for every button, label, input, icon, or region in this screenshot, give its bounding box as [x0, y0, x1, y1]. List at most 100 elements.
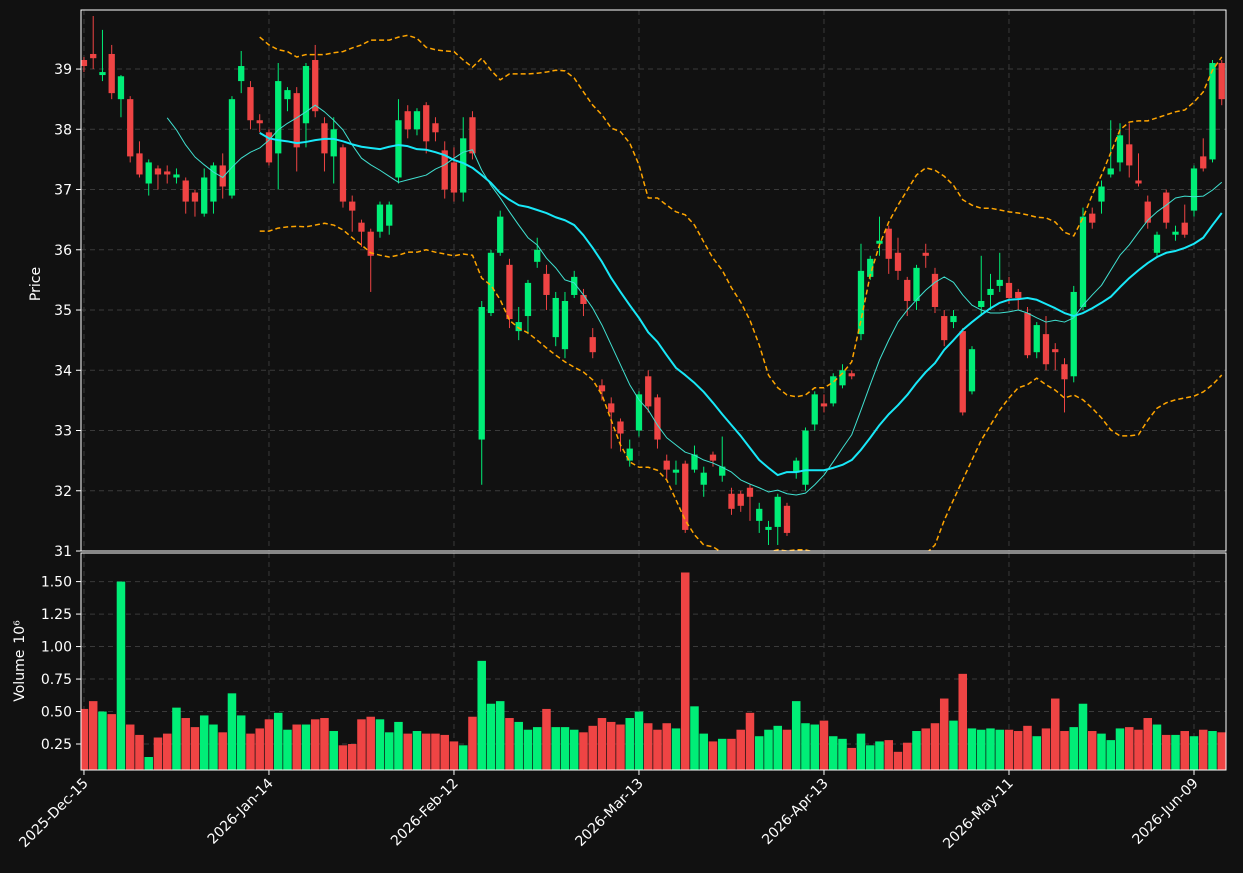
- candle-body: [783, 505, 791, 533]
- candle-body: [1033, 325, 1040, 353]
- volume-bar: [357, 719, 366, 770]
- volume-bar: [838, 738, 847, 770]
- candle-body: [691, 454, 698, 470]
- volume-bar: [431, 733, 440, 770]
- candle-body: [1172, 231, 1179, 235]
- candle-body: [756, 508, 763, 521]
- candle-body: [1024, 313, 1031, 356]
- candle-body: [358, 222, 365, 232]
- candle-body: [367, 231, 374, 256]
- candle-body: [210, 165, 217, 202]
- volume-bar: [1198, 729, 1208, 770]
- volume-bar: [542, 708, 551, 770]
- candle-body: [284, 90, 291, 100]
- volume-bar: [653, 729, 662, 770]
- candle-body: [136, 153, 143, 175]
- candle-body: [968, 349, 976, 392]
- volume-bar: [754, 736, 764, 770]
- candle-body: [1190, 168, 1198, 211]
- volume-bar: [1106, 740, 1115, 770]
- candle-body: [127, 99, 134, 157]
- volume-bar: [921, 728, 930, 770]
- candle-body: [1107, 168, 1114, 175]
- volume-bar: [1041, 728, 1051, 770]
- candle-body: [635, 394, 643, 431]
- candle-body: [848, 373, 855, 377]
- volume-bar: [865, 745, 875, 770]
- volume-bar: [468, 716, 477, 770]
- volume-bar: [828, 736, 838, 770]
- candle-body: [1116, 135, 1124, 163]
- candle-body: [561, 300, 569, 350]
- candle-body: [238, 66, 245, 82]
- volume-bar: [523, 729, 533, 770]
- candles: [81, 16, 1225, 545]
- candle-body: [987, 288, 994, 295]
- candle-body: [978, 300, 985, 308]
- volume-offset-label: 10⁶: [12, 620, 28, 644]
- volume-bar: [403, 733, 412, 770]
- volume-bar: [699, 733, 708, 770]
- candle-body: [228, 99, 236, 196]
- y-tick-label: 0.25: [41, 737, 72, 753]
- volume-bar: [255, 728, 264, 770]
- candle-body: [395, 120, 402, 178]
- volume-bar: [856, 733, 866, 770]
- volume-bar: [449, 741, 459, 770]
- volume-bar: [88, 701, 98, 770]
- volume-bar: [819, 720, 829, 770]
- candle-body: [894, 252, 902, 271]
- candle-body: [913, 267, 920, 301]
- volume-bar: [791, 701, 801, 770]
- candle-body: [746, 487, 754, 497]
- volume-bar: [875, 741, 884, 770]
- y-tick-label: 0.75: [41, 672, 72, 688]
- y-tick-label: 1.25: [41, 607, 72, 623]
- candle-body: [802, 430, 809, 485]
- volume-bar: [801, 723, 810, 770]
- candle-body: [728, 493, 735, 509]
- volume-bar: [597, 718, 607, 770]
- candle-body: [1209, 63, 1216, 160]
- volume-bar: [958, 673, 967, 770]
- volume-bar: [1032, 736, 1041, 770]
- volume-bar: [116, 581, 126, 770]
- volume-bar: [764, 729, 773, 770]
- volume-bar: [532, 727, 542, 770]
- candle-body: [1163, 192, 1170, 223]
- candle-body: [885, 228, 892, 259]
- volume-bar: [107, 714, 116, 770]
- volume-bar: [1013, 731, 1023, 770]
- volume-bar: [569, 729, 579, 770]
- candle-body: [191, 192, 199, 202]
- y-tick-label: 32: [54, 484, 72, 500]
- candle-body: [950, 316, 957, 323]
- price-frame: [80, 9, 1227, 552]
- volume-bar: [745, 712, 755, 770]
- y-tick-label: 37: [54, 183, 72, 199]
- volume-bar: [347, 744, 357, 770]
- candle-body: [571, 276, 578, 295]
- volume-bar: [708, 741, 718, 770]
- candle-body: [1144, 201, 1151, 223]
- candle-body: [1153, 234, 1161, 253]
- volume-bar: [579, 732, 588, 770]
- volume-bar: [773, 725, 782, 770]
- volume-bar: [782, 729, 792, 770]
- volume-bar: [153, 737, 163, 770]
- y-tick-label: 33: [54, 424, 72, 440]
- candle-body: [154, 168, 162, 175]
- volume-bar: [884, 740, 893, 770]
- volume-bar: [967, 728, 977, 770]
- volume-bar: [1060, 731, 1069, 770]
- y-tick-label: 38: [54, 122, 72, 138]
- volume-bar: [98, 711, 107, 770]
- candle-body: [487, 252, 495, 314]
- candle-body: [1042, 334, 1050, 365]
- volume-bar: [246, 733, 255, 770]
- candle-body: [450, 162, 458, 193]
- candle-body: [404, 111, 411, 130]
- volume-bars: [81, 572, 1226, 770]
- volume-bar: [1189, 736, 1199, 770]
